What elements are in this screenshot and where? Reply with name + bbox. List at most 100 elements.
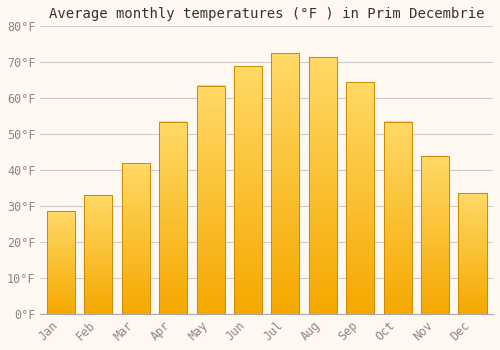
Bar (384, 167, 411, 170)
Bar (196, 111, 224, 114)
Bar (47, 313, 75, 314)
Bar (421, 243, 449, 245)
Bar (384, 128, 411, 131)
Bar (47, 279, 75, 281)
Bar (196, 108, 224, 111)
Bar (234, 190, 262, 193)
Bar (47, 287, 75, 288)
Bar (272, 288, 299, 291)
Bar (159, 261, 187, 264)
Bar (309, 140, 337, 143)
Bar (384, 213, 411, 215)
Bar (196, 145, 224, 148)
Bar (47, 269, 75, 270)
Bar (159, 201, 187, 203)
Bar (159, 268, 187, 271)
Bar (421, 278, 449, 280)
Bar (272, 105, 299, 108)
Bar (196, 265, 224, 268)
Bar (47, 261, 75, 262)
Bar (458, 214, 486, 216)
Bar (122, 261, 150, 263)
Bar (47, 215, 75, 217)
Bar (272, 76, 299, 79)
Bar (346, 93, 374, 97)
Bar (159, 239, 187, 242)
Bar (421, 181, 449, 183)
Bar (421, 282, 449, 284)
Bar (84, 238, 112, 240)
Bar (84, 195, 112, 314)
Bar (458, 293, 486, 294)
Bar (84, 244, 112, 246)
Bar (272, 177, 299, 180)
Bar (384, 124, 411, 126)
Bar (384, 131, 411, 134)
Bar (122, 297, 150, 299)
Bar (458, 288, 486, 290)
Bar (234, 72, 262, 75)
Bar (196, 131, 224, 134)
Bar (47, 247, 75, 248)
Bar (122, 242, 150, 244)
Bar (272, 53, 299, 56)
Bar (122, 204, 150, 206)
Bar (384, 282, 411, 285)
Bar (234, 153, 262, 156)
Bar (384, 201, 411, 203)
Bar (84, 229, 112, 231)
Bar (159, 184, 187, 187)
Bar (458, 279, 486, 281)
Bar (84, 248, 112, 250)
Bar (196, 296, 224, 300)
Bar (458, 264, 486, 266)
Bar (234, 100, 262, 103)
Bar (159, 143, 187, 146)
Bar (159, 138, 187, 141)
Bar (47, 307, 75, 309)
Bar (384, 311, 411, 314)
Bar (346, 166, 374, 169)
Bar (384, 191, 411, 194)
Bar (346, 290, 374, 294)
Bar (84, 243, 112, 244)
Bar (159, 307, 187, 309)
Bar (421, 274, 449, 276)
Bar (196, 122, 224, 126)
Bar (272, 310, 299, 314)
Bar (47, 297, 75, 299)
Bar (272, 193, 299, 197)
Bar (84, 257, 112, 259)
Bar (272, 245, 299, 249)
Bar (346, 238, 374, 242)
Bar (309, 172, 337, 176)
Bar (309, 204, 337, 208)
Bar (272, 96, 299, 99)
Bar (234, 248, 262, 252)
Bar (421, 284, 449, 286)
Bar (234, 276, 262, 280)
Bar (309, 304, 337, 307)
Bar (159, 121, 187, 124)
Bar (196, 248, 224, 251)
Bar (234, 215, 262, 218)
Bar (346, 125, 374, 128)
Bar (309, 240, 337, 243)
Bar (47, 298, 75, 300)
Bar (84, 235, 112, 237)
Bar (384, 205, 411, 208)
Bar (196, 291, 224, 294)
Bar (421, 306, 449, 308)
Bar (272, 226, 299, 229)
Bar (84, 234, 112, 235)
Bar (346, 82, 374, 314)
Bar (458, 291, 486, 293)
Bar (346, 215, 374, 218)
Bar (159, 304, 187, 307)
Bar (272, 148, 299, 151)
Bar (421, 193, 449, 195)
Bar (272, 271, 299, 275)
Bar (234, 177, 262, 181)
Bar (309, 307, 337, 311)
Bar (159, 254, 187, 256)
